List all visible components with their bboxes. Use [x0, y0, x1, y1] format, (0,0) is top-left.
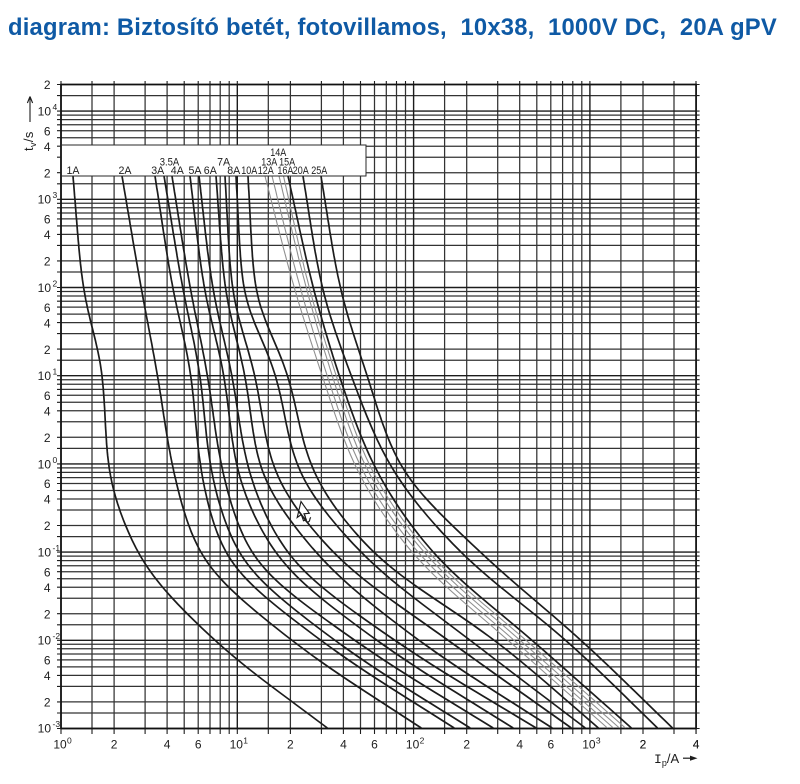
- svg-text:10: 10: [38, 369, 52, 383]
- svg-text:25A: 25A: [311, 165, 328, 177]
- svg-text:2: 2: [44, 607, 51, 621]
- svg-text:6: 6: [44, 213, 51, 227]
- svg-text:2: 2: [44, 166, 51, 180]
- svg-text:12A: 12A: [258, 165, 275, 177]
- svg-text:3: 3: [53, 190, 58, 200]
- svg-text:1A: 1A: [67, 165, 81, 177]
- svg-text:10: 10: [38, 722, 52, 736]
- svg-text:16A: 16A: [277, 165, 294, 177]
- svg-text:-2: -2: [53, 631, 61, 641]
- svg-text:2: 2: [44, 696, 51, 710]
- svg-text:2: 2: [640, 738, 647, 752]
- svg-text:Ip/A: Ip/A: [654, 751, 679, 768]
- svg-text:10: 10: [53, 738, 67, 752]
- svg-text:20A: 20A: [293, 165, 310, 177]
- svg-text:10: 10: [406, 738, 420, 752]
- svg-text:tv/s: tv/s: [21, 131, 38, 151]
- svg-text:-1: -1: [53, 543, 61, 553]
- svg-text:8A: 8A: [227, 165, 241, 177]
- svg-text:6A: 6A: [204, 165, 218, 177]
- svg-text:7A: 7A: [217, 157, 231, 169]
- svg-text:4: 4: [44, 405, 51, 419]
- svg-text:1: 1: [53, 367, 58, 377]
- svg-text:4: 4: [340, 738, 347, 752]
- svg-text:5A: 5A: [189, 165, 203, 177]
- svg-text:2A: 2A: [119, 165, 133, 177]
- svg-text:2: 2: [44, 343, 51, 357]
- svg-text:0: 0: [53, 455, 58, 465]
- svg-text:4: 4: [44, 228, 51, 242]
- svg-text:6: 6: [547, 738, 554, 752]
- svg-text:2: 2: [463, 738, 470, 752]
- svg-text:4A: 4A: [171, 165, 185, 177]
- svg-text:6: 6: [44, 124, 51, 138]
- svg-text:10: 10: [38, 193, 52, 207]
- svg-text:2: 2: [420, 736, 425, 746]
- svg-text:4: 4: [516, 738, 523, 752]
- svg-text:2: 2: [111, 738, 118, 752]
- svg-text:10: 10: [38, 457, 52, 471]
- svg-text:10: 10: [38, 634, 52, 648]
- svg-text:4: 4: [44, 669, 51, 683]
- svg-text:2: 2: [287, 738, 294, 752]
- svg-text:4: 4: [44, 493, 51, 507]
- svg-text:4: 4: [44, 140, 51, 154]
- svg-text:4: 4: [164, 738, 171, 752]
- svg-text:4: 4: [44, 316, 51, 330]
- svg-text:6: 6: [44, 301, 51, 315]
- svg-text:3A: 3A: [151, 165, 165, 177]
- svg-text:2: 2: [44, 431, 51, 445]
- svg-text:-3: -3: [53, 719, 61, 729]
- svg-text:2: 2: [44, 255, 51, 269]
- svg-text:14A: 14A: [270, 147, 287, 159]
- svg-text:6: 6: [44, 654, 51, 668]
- svg-text:6: 6: [44, 565, 51, 579]
- svg-text:4: 4: [693, 738, 700, 752]
- svg-text:10: 10: [38, 105, 52, 119]
- svg-text:6: 6: [371, 738, 378, 752]
- svg-text:6: 6: [44, 477, 51, 491]
- svg-text:2: 2: [53, 278, 58, 288]
- svg-text:3: 3: [596, 736, 601, 746]
- svg-text:3.5A: 3.5A: [160, 157, 180, 169]
- svg-text:6: 6: [195, 738, 202, 752]
- svg-text:0: 0: [67, 736, 72, 746]
- svg-text:10A: 10A: [241, 165, 258, 177]
- svg-text:15A: 15A: [279, 157, 296, 169]
- svg-text:2: 2: [44, 78, 51, 92]
- svg-text:10: 10: [582, 738, 596, 752]
- svg-text:4: 4: [693, 738, 700, 752]
- svg-text:2: 2: [640, 738, 647, 752]
- svg-text:2: 2: [44, 519, 51, 533]
- svg-text:6: 6: [44, 389, 51, 403]
- svg-text:1: 1: [243, 736, 248, 746]
- svg-text:13A: 13A: [261, 157, 278, 169]
- svg-text:4: 4: [44, 581, 51, 595]
- svg-text:4: 4: [53, 102, 58, 112]
- svg-text:10: 10: [230, 738, 244, 752]
- svg-text:10: 10: [38, 546, 52, 560]
- svg-text:10: 10: [38, 281, 52, 295]
